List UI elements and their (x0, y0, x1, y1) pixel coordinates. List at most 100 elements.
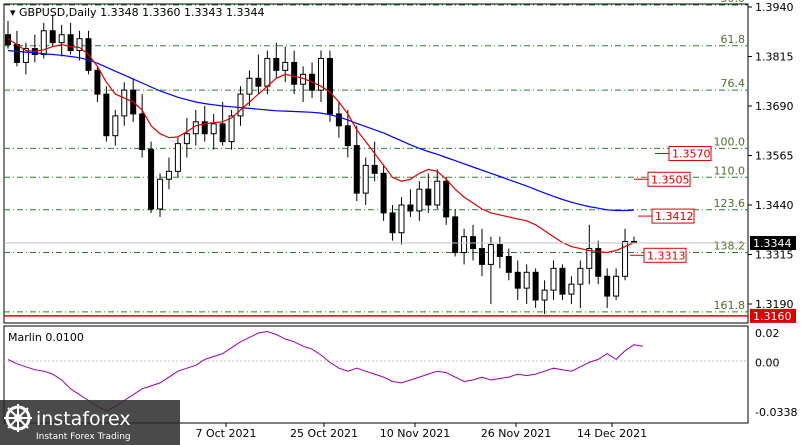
candle (157, 173, 164, 217)
candle (532, 268, 539, 308)
candle (148, 141, 155, 213)
fib-level-label: 50.0 (721, 0, 746, 5)
candle-body (192, 121, 199, 135)
candle (371, 141, 378, 182)
candle (523, 264, 530, 304)
candle-body (326, 57, 333, 115)
candle-body (58, 34, 65, 44)
candle (586, 224, 593, 285)
candle (174, 137, 181, 178)
candle-body (273, 57, 280, 71)
candle-body (595, 248, 602, 277)
candle (255, 54, 262, 95)
fib-level-label: 110.0 (714, 164, 746, 177)
candle-body (523, 271, 530, 289)
candle-body (318, 57, 324, 91)
candle (344, 109, 351, 158)
candle-body (532, 271, 539, 301)
fibonacci-levels: 50.0 61.8 76.4 100.0 110.0 123.6 138.2 161.8 (4, 0, 748, 313)
candle (461, 228, 468, 265)
candle-body (461, 236, 468, 254)
candle-body (371, 164, 378, 174)
candle (478, 228, 485, 277)
candle-body (514, 271, 521, 289)
logo-core (14, 414, 22, 422)
candle-body (604, 275, 611, 297)
time-axis: 7 Oct 2021 25 Oct 2021 10 Nov 2021 26 Nov 2… (195, 423, 647, 440)
candle (595, 240, 602, 285)
watermark-background (0, 400, 180, 445)
current-price-label: 1.3344 (753, 237, 792, 250)
price-tick-label: 1.3565 (755, 150, 794, 163)
candle-body (94, 69, 101, 95)
price-tick-label: 1.3815 (755, 51, 794, 64)
candle-body (210, 123, 217, 135)
candle (121, 82, 128, 126)
price-tick-label: 1.3690 (755, 100, 794, 113)
price-level-label: 1.3160 (753, 310, 792, 323)
candle-body (22, 48, 29, 63)
candle (94, 66, 101, 103)
price-axis: 1.3940 1.3815 1.3690 1.3565 1.3440 1.3315 1.31… (748, 1, 794, 311)
price-tick-label: 1.3940 (755, 1, 794, 14)
candle (443, 177, 450, 225)
candle (49, 14, 56, 47)
fib-level-label: 76.4 (721, 77, 746, 90)
candle-body (505, 255, 512, 273)
candle-body (291, 61, 298, 85)
price-level-label: 1.3313 (647, 249, 686, 262)
ma-slow-line (7, 50, 635, 212)
candle-body (550, 267, 557, 291)
candle (40, 22, 47, 59)
price-tick-label: 1.3190 (755, 298, 794, 311)
candle-body (76, 38, 83, 52)
candle-body (496, 244, 503, 257)
ohlc-header: ▾ GBPUSD,Daily 1.3348 1.3360 1.3343 1.33… (10, 6, 265, 19)
candle-body (282, 61, 289, 71)
candle-body (13, 44, 20, 63)
current-price-box (750, 236, 796, 251)
candle (353, 125, 360, 202)
candle-body (264, 57, 271, 87)
candle (67, 22, 74, 55)
current-price-marker: 1.3344 (4, 236, 796, 251)
symbol-label: GBPUSD,Daily (19, 6, 97, 19)
candle (246, 70, 253, 106)
candle-body (174, 143, 181, 172)
candle-body (353, 145, 360, 194)
candle-body (255, 77, 262, 87)
candle-body (157, 178, 164, 210)
candle (58, 24, 65, 57)
price-level-box (750, 308, 796, 323)
candle-body (416, 188, 423, 212)
candle-body (443, 180, 450, 218)
candle-body (49, 30, 56, 44)
candle (416, 181, 423, 221)
candle (389, 205, 396, 241)
candle (487, 236, 494, 304)
candle (380, 165, 387, 221)
indicator-name: Marlin 0.0100 (8, 331, 84, 344)
fib-level-label: 161.8 (714, 299, 746, 312)
candle (452, 208, 459, 257)
candle-body (67, 34, 74, 52)
candle-body (246, 77, 253, 95)
candle (326, 50, 333, 122)
candle-body (165, 170, 172, 180)
candle (103, 86, 110, 142)
watermark-tagline: Instant Forex Trading (36, 432, 131, 442)
candle (335, 102, 342, 138)
price-level-label: 1.3505 (651, 173, 690, 186)
candle (139, 94, 146, 158)
fib-level-label: 61.8 (721, 33, 746, 46)
candle (318, 50, 324, 103)
time-tick-label: 25 Oct 2021 (290, 427, 358, 440)
price-tick-label: 1.3440 (755, 199, 794, 212)
candle (112, 109, 119, 146)
indicator-axis: 0.02 0.00 -0.0338 (755, 327, 797, 419)
candle (165, 157, 172, 190)
candle-body (112, 115, 119, 137)
time-tick-label: 7 Oct 2021 (195, 427, 256, 440)
price-level-box (643, 247, 687, 263)
